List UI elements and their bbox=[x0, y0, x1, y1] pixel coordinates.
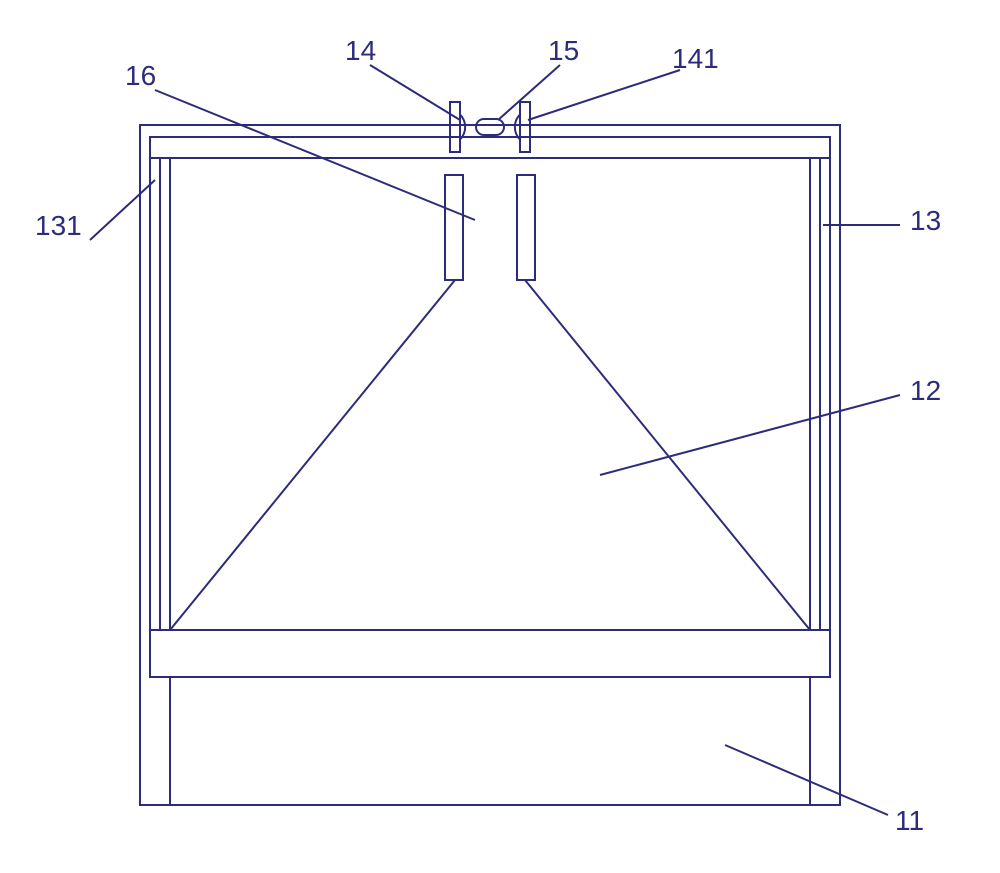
leader-l12 bbox=[600, 395, 900, 475]
throat-pillar-right bbox=[517, 175, 535, 280]
label-l15: 15 bbox=[548, 35, 579, 66]
funnel-right bbox=[525, 280, 810, 630]
label-l16: 16 bbox=[125, 60, 156, 91]
throat-pillar-left bbox=[445, 175, 463, 280]
clamp-bar-right bbox=[520, 102, 530, 152]
clamp-bar-left bbox=[450, 102, 460, 152]
leader-l131 bbox=[90, 180, 155, 240]
center-link bbox=[476, 119, 504, 135]
right-sidewall bbox=[810, 158, 820, 630]
bottom-band bbox=[150, 630, 830, 677]
label-l11: 11 bbox=[895, 805, 924, 836]
label-l13: 13 bbox=[910, 205, 941, 236]
leader-l14 bbox=[370, 65, 460, 120]
label-l131: 131 bbox=[35, 210, 82, 241]
label-l12: 12 bbox=[910, 375, 941, 406]
label-l14: 14 bbox=[345, 35, 376, 66]
funnel-left bbox=[170, 280, 455, 630]
label-l141: 141 bbox=[672, 43, 719, 74]
outer-frame bbox=[140, 125, 840, 805]
upper-box bbox=[150, 137, 830, 677]
base-block bbox=[170, 677, 810, 805]
left-sidewall bbox=[160, 158, 170, 630]
technical-diagram: 14 15 141 16 131 13 12 11 bbox=[0, 0, 1000, 873]
leader-l141 bbox=[528, 70, 680, 120]
leader-l16 bbox=[155, 90, 475, 220]
